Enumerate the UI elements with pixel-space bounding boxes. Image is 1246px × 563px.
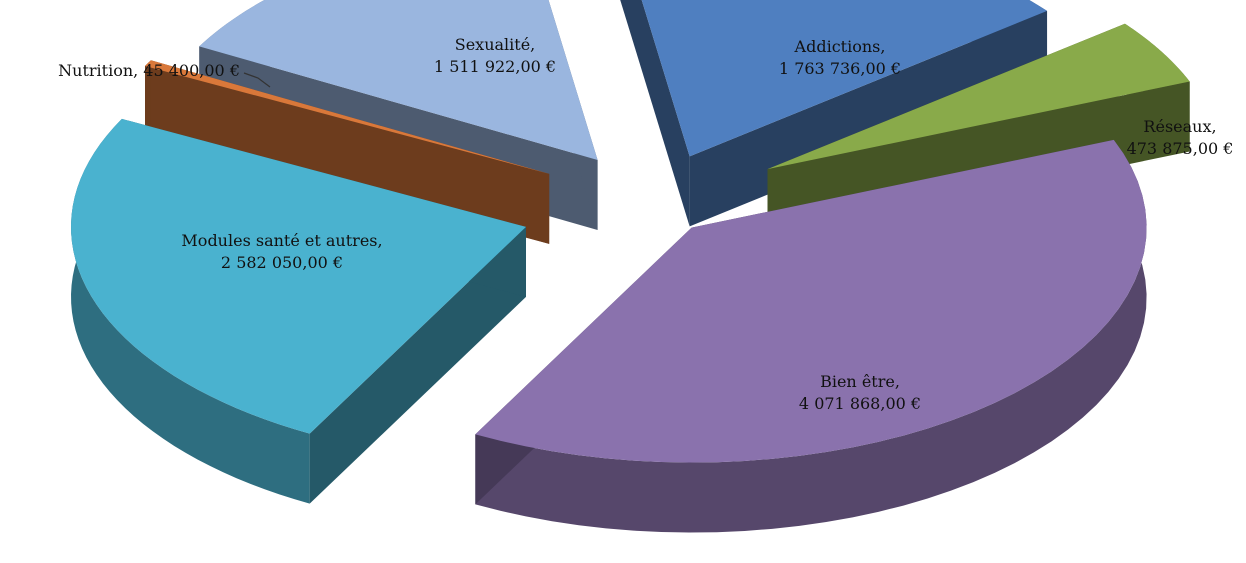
pie-slice-3	[71, 118, 526, 504]
pie-labels: Addictions, 1 763 736,00 € Réseaux, 473 875…	[58, 35, 1233, 413]
data-label-1: Réseaux, 473 875,00 €	[1127, 117, 1234, 158]
data-label-category: Réseaux,	[1143, 117, 1216, 136]
data-label-5: Sexualité, 1 511 922,00 €	[434, 35, 556, 76]
data-label-value: 2 582 050,00 €	[221, 253, 343, 272]
pie-slice-top	[145, 60, 550, 174]
data-label-value: 1 511 922,00 €	[434, 57, 556, 76]
data-label-category: Addictions,	[794, 37, 886, 56]
pie-slice-4	[145, 60, 550, 244]
pie-slice-top	[199, 0, 598, 160]
data-label-0: Addictions, 1 763 736,00 €	[779, 37, 901, 78]
data-label-3: Modules santé et autres, 2 582 050,00 €	[181, 231, 382, 272]
pie-slice-side	[475, 139, 1147, 533]
pie-slice-wall	[309, 226, 526, 504]
pie-slice-top	[71, 118, 526, 434]
pie-slice-top	[767, 23, 1190, 170]
pie-slice-2	[475, 139, 1147, 533]
data-label-category: Sexualité,	[455, 35, 536, 54]
data-label-4: Nutrition, 45 400,00 €	[58, 61, 240, 80]
data-label-value: 1 763 736,00 €	[779, 59, 901, 78]
leader-line	[243, 72, 271, 88]
pie-slice-wall	[620, 0, 690, 227]
data-label-category: Bien être,	[820, 372, 900, 391]
pie-slice-wall	[150, 60, 550, 244]
data-label-2: Bien être, 4 071 868,00 €	[799, 372, 921, 413]
pie-slices	[71, 0, 1190, 533]
data-label-value: 4 071 868,00 €	[799, 394, 921, 413]
data-label-category: Modules santé et autres,	[181, 231, 382, 250]
pie-slice-side	[71, 118, 310, 504]
pie-slice-top	[475, 139, 1147, 463]
data-label-value: 473 875,00 €	[1127, 139, 1234, 158]
pie-slice-top	[641, 0, 1048, 157]
